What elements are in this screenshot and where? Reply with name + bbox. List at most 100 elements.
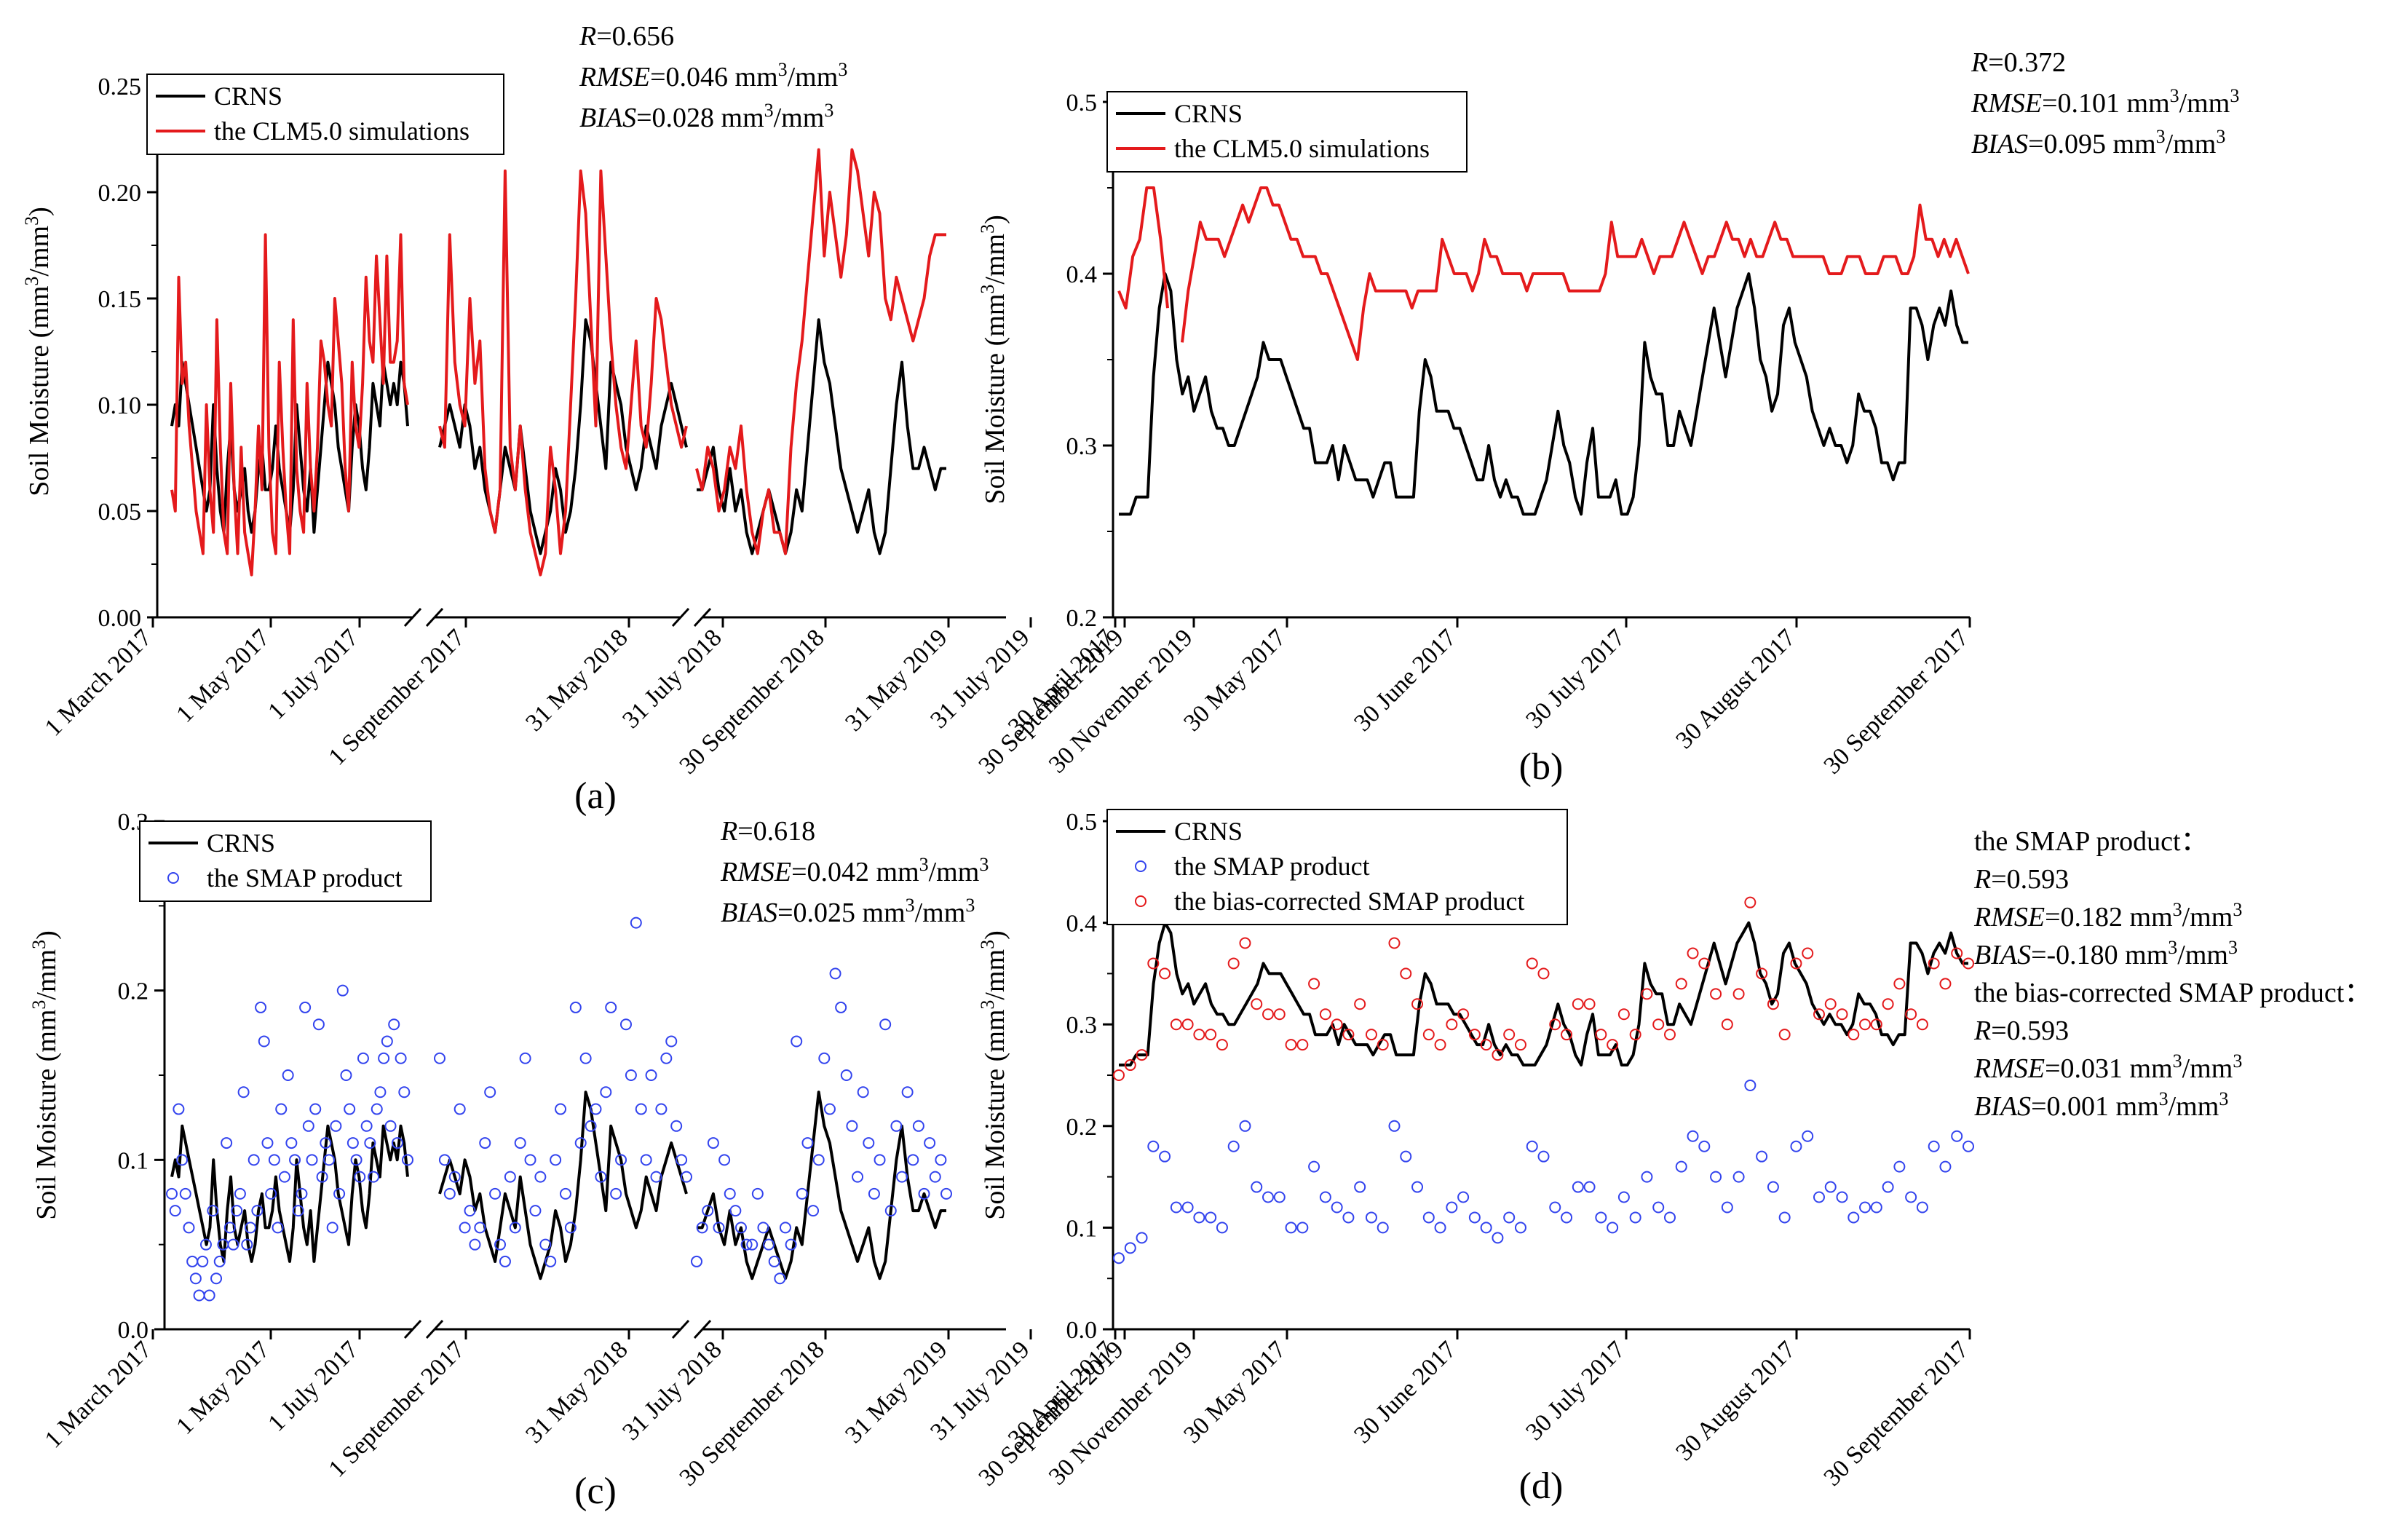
the-smap-product-marker: [529, 1205, 542, 1217]
the-smap-product-marker: [791, 1035, 803, 1048]
axis-break-mark: [403, 1319, 422, 1339]
y-axis-title-text: ): [980, 215, 1010, 224]
stat-name: RMSE: [1971, 88, 2042, 119]
the-smap-product-marker: [1561, 1211, 1573, 1224]
stat-line: R=0.593: [1973, 864, 2069, 895]
the-smap-product-marker: [443, 1187, 456, 1200]
the-smap-product-marker: [499, 1255, 511, 1267]
the-smap-product-marker: [1939, 1160, 1952, 1173]
the-smap-product-marker: [1607, 1222, 1619, 1234]
the-smap-product-marker: [868, 1187, 880, 1200]
y-tick-label: 0.5: [1066, 90, 1098, 116]
the-smap-product-marker: [807, 1205, 820, 1217]
the-smap-product-marker: [524, 1154, 536, 1166]
the-smap-product-marker: [691, 1255, 702, 1267]
the-smap-product-marker: [1136, 1232, 1148, 1244]
the-bias-corrected-smap-product-marker: [1928, 957, 1940, 970]
the-smap-product-marker: [1641, 1171, 1653, 1183]
the-smap-product-marker: [940, 1187, 952, 1200]
the-smap-product-marker: [729, 1205, 742, 1217]
stat-value: =0.031 mm: [2045, 1053, 2173, 1084]
the-smap-product-marker: [354, 1171, 366, 1183]
the-bias-corrected-smap-product-marker: [1434, 1039, 1446, 1051]
the-smap-product-marker: [670, 1120, 683, 1132]
the-smap-product-marker: [918, 1187, 930, 1200]
axis-break-gap: [680, 1321, 703, 1338]
panel-label: (d): [1519, 1465, 1564, 1507]
the-smap-product-marker: [625, 1069, 637, 1081]
the-smap-product-marker: [779, 1222, 791, 1234]
the-smap-product-marker: [469, 1238, 481, 1251]
the-bias-corrected-smap-product-marker: [1916, 1018, 1928, 1031]
stat-value: =0.025 mm: [777, 898, 906, 928]
the-smap-product-marker: [330, 1120, 342, 1132]
stat-superscript: 3: [2173, 1050, 2182, 1072]
the-bias-corrected-smap-product-marker: [1526, 957, 1538, 970]
the-bias-corrected-smap-product-marker: [1354, 998, 1366, 1010]
the-smap-product-marker: [1457, 1191, 1470, 1203]
the-smap-product-marker: [350, 1154, 363, 1166]
stat-superscript: 3: [2168, 937, 2177, 958]
the-smap-product-marker: [823, 1103, 836, 1115]
the-bias-corrected-smap-product-marker: [1549, 1018, 1561, 1031]
crns-line: [1119, 921, 1968, 1066]
the-bias-corrected-smap-product-marker: [1721, 1018, 1733, 1031]
the-bias-corrected-smap-product-marker: [1617, 1008, 1630, 1021]
the-bias-corrected-smap-product-marker: [1767, 998, 1779, 1010]
stat-line: R=0.593: [1973, 1016, 2069, 1046]
the-smap-product-marker: [574, 1137, 587, 1149]
the-smap-product-marker: [1790, 1140, 1802, 1152]
the-smap-product-marker: [336, 984, 349, 997]
the-bias-corrected-smap-product-marker: [1744, 896, 1757, 909]
the-smap-product-marker: [333, 1187, 346, 1200]
the-smap-product-marker: [384, 1120, 397, 1132]
legend-label: the SMAP product: [207, 863, 403, 892]
the-smap-product-marker: [176, 1154, 189, 1166]
the-smap-product-marker: [1767, 1181, 1779, 1193]
stat-line: BIAS=0.028 mm3/mm3: [579, 100, 833, 133]
y-tick-label: 0.1: [118, 1147, 149, 1174]
the-smap-product-marker: [299, 1001, 312, 1013]
stat-unit: /mm: [929, 857, 980, 887]
the-smap-product-marker: [534, 1171, 547, 1183]
the-smap-product-marker: [635, 1103, 647, 1115]
the-smap-product-marker: [245, 1222, 256, 1234]
the-smap-product-marker: [1870, 1201, 1882, 1214]
the-smap-product-marker: [595, 1171, 607, 1183]
the-bias-corrected-smap-product-marker: [1227, 957, 1240, 970]
the-smap-product-marker: [203, 1289, 215, 1302]
crns-line: [697, 318, 946, 555]
the-clm5-0-simulations-line: [170, 233, 409, 577]
the-smap-product-marker: [579, 1052, 592, 1064]
the-smap-product-marker: [474, 1222, 486, 1234]
axis-break-mark: [425, 607, 444, 628]
the-smap-product-marker: [388, 1018, 400, 1031]
the-bias-corrected-smap-product-marker: [1285, 1039, 1297, 1051]
stat-superscript: 3: [2173, 899, 2182, 920]
stat-line: R=0.618: [720, 816, 815, 847]
stat-line: RMSE=0.042 mm3/mm3: [720, 854, 989, 887]
axis-break-mark: [671, 607, 690, 628]
the-smap-product-marker: [912, 1120, 924, 1132]
the-smap-product-marker: [569, 1001, 582, 1013]
y-tick-label: 0.0: [1066, 1317, 1098, 1344]
the-smap-product-marker: [863, 1137, 875, 1149]
the-smap-product-marker: [1124, 1242, 1136, 1254]
stat-superscript: 3: [919, 854, 929, 875]
legend-label: the CLM5.0 simulations: [1174, 134, 1430, 163]
the-smap-product-marker: [884, 1205, 897, 1217]
the-bias-corrected-smap-product-marker: [1963, 957, 1974, 970]
stat-name: BIAS: [1971, 129, 2028, 159]
the-smap-product-marker: [231, 1205, 243, 1217]
crns-line: [170, 1124, 409, 1263]
legend-box: [139, 820, 432, 902]
stat-superscript: 3: [2228, 937, 2238, 958]
the-smap-product-marker: [210, 1272, 223, 1285]
the-smap-product-marker: [306, 1154, 318, 1166]
the-smap-product-marker: [605, 1001, 617, 1013]
the-smap-product-marker: [559, 1187, 571, 1200]
the-clm5-0-simulations-line: [1117, 186, 1169, 310]
the-bias-corrected-smap-product-marker: [1388, 937, 1401, 949]
the-bias-corrected-smap-product-marker: [1813, 1008, 1825, 1021]
the-bias-corrected-smap-product-marker: [1537, 967, 1550, 980]
